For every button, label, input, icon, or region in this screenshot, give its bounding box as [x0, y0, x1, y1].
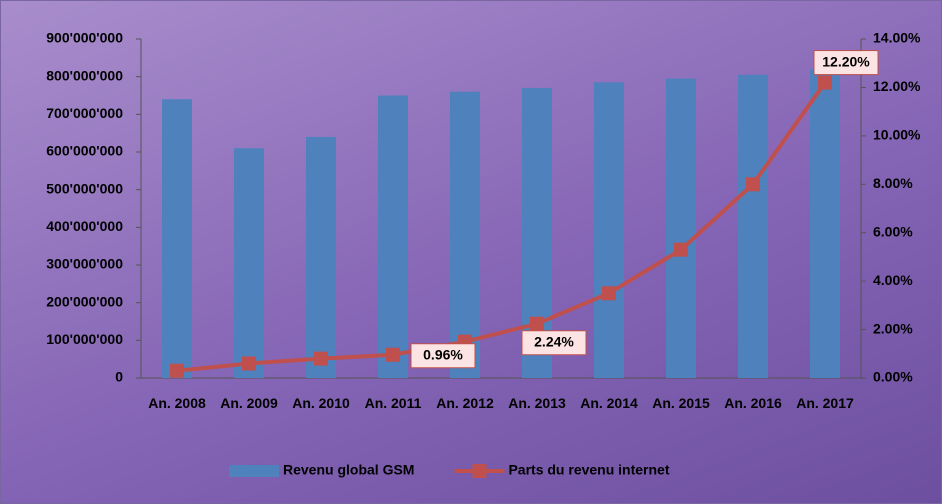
y2-tick-label: 14.00%: [873, 30, 921, 46]
y2-tick-label: 2.00%: [873, 320, 913, 336]
marker: [818, 75, 832, 90]
y-tick-label: 800'000'000: [46, 67, 123, 83]
legend-label: Revenu global GSM: [283, 462, 414, 478]
y2-tick-label: 6.00%: [873, 223, 913, 239]
marker: [170, 363, 184, 378]
y-tick-label: 700'000'000: [46, 105, 123, 121]
y2-tick-label: 8.00%: [873, 175, 913, 191]
y-tick-label: 0: [115, 369, 123, 385]
bar: [810, 69, 840, 378]
data-label: 0.96%: [423, 346, 463, 362]
bar: [450, 91, 480, 378]
y-tick-label: 400'000'000: [46, 218, 123, 234]
marker: [314, 351, 328, 366]
marker: [530, 316, 544, 331]
bar: [306, 136, 336, 378]
marker: [242, 356, 256, 371]
marker: [386, 347, 400, 362]
bar: [378, 95, 408, 378]
legend-label: Parts du revenu internet: [508, 462, 669, 478]
x-tick-label: An. 2011: [364, 395, 422, 411]
x-tick-label: An. 2016: [724, 395, 782, 411]
marker: [674, 242, 688, 257]
y-tick-label: 200'000'000: [46, 293, 123, 309]
y2-tick-label: 4.00%: [873, 272, 913, 288]
x-tick-label: An. 2012: [436, 395, 494, 411]
line: [176, 81, 827, 373]
x-tick-label: An. 2014: [580, 395, 638, 411]
legend-marker: [472, 464, 487, 478]
marker: [602, 286, 616, 301]
y-tick-label: 100'000'000: [46, 331, 123, 347]
y2-tick-label: 12.00%: [873, 78, 921, 94]
bar: [666, 78, 696, 379]
bar: [738, 74, 768, 379]
data-label-box: [410, 343, 476, 369]
data-label: 2.24%: [534, 333, 574, 349]
bar: [594, 82, 624, 379]
bar: [162, 99, 192, 379]
x-tick-label: An. 2009: [220, 395, 278, 411]
data-label: 12.20%: [822, 53, 870, 69]
data-label-box: [813, 50, 879, 76]
y2-tick-label: 0.00%: [873, 369, 913, 385]
marker: [746, 177, 760, 192]
x-tick-label: An. 2017: [796, 395, 854, 411]
legend-swatch: [229, 465, 279, 477]
y2-tick-label: 10.00%: [873, 127, 921, 143]
x-tick-label: An. 2010: [292, 395, 350, 411]
y-tick-label: 300'000'000: [46, 256, 123, 272]
data-label-box: [521, 330, 587, 356]
y-tick-label: 500'000'000: [46, 180, 123, 196]
bar: [234, 148, 264, 378]
y-tick-label: 600'000'000: [46, 143, 123, 159]
x-tick-label: An. 2013: [508, 395, 566, 411]
x-tick-label: An. 2008: [148, 395, 206, 411]
y-tick-label: 900'000'000: [46, 30, 123, 46]
x-tick-label: An. 2015: [652, 395, 710, 411]
